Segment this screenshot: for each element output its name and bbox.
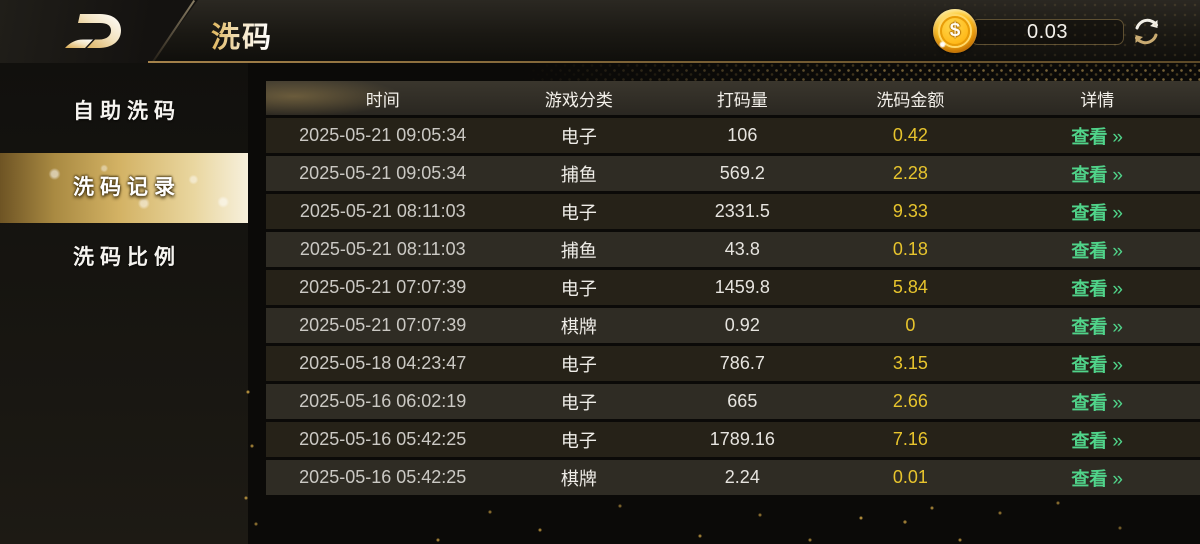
page-title: 洗码 bbox=[211, 14, 273, 56]
cell-category: 电子 bbox=[560, 354, 597, 375]
table-row: 2025-05-21 09:05:34 捕鱼 569.2 2.28 查看» bbox=[266, 156, 1200, 191]
table-row: 2025-05-16 05:42:25 棋牌 2.24 0.01 查看» bbox=[266, 460, 1200, 495]
gold-dot-texture bbox=[520, 64, 1200, 81]
double-chevron-icon: » bbox=[1112, 164, 1123, 186]
cell-time: 2025-05-18 04:23:47 bbox=[299, 353, 467, 373]
table-row: 2025-05-18 04:23:47 电子 786.7 3.15 查看» bbox=[266, 346, 1200, 381]
view-details-link[interactable]: 查看» bbox=[1071, 392, 1123, 414]
table-row: 2025-05-21 09:05:34 电子 106 0.42 查看» bbox=[266, 118, 1200, 153]
records-table: 时间 游戏分类 打码量 洗码金额 详情 2025-05-21 09:05:34 … bbox=[266, 81, 1200, 495]
cell-category: 电子 bbox=[560, 126, 597, 147]
col-header-amount: 洗码金额 bbox=[876, 90, 945, 110]
view-details-link[interactable]: 查看» bbox=[1071, 430, 1123, 452]
table-row: 2025-05-16 05:42:25 电子 1789.16 7.16 查看» bbox=[266, 422, 1200, 457]
cell-wager: 1789.16 bbox=[709, 429, 775, 449]
view-details-link[interactable]: 查看» bbox=[1071, 278, 1123, 300]
cell-time: 2025-05-21 08:11:03 bbox=[299, 239, 466, 259]
cell-time: 2025-05-21 08:11:03 bbox=[299, 201, 466, 221]
cell-category: 棋牌 bbox=[560, 316, 597, 337]
table-header-row: 时间 游戏分类 打码量 洗码金额 详情 bbox=[266, 81, 1200, 115]
view-details-link[interactable]: 查看» bbox=[1071, 354, 1123, 376]
cell-time: 2025-05-16 06:02:19 bbox=[299, 391, 467, 411]
cell-wager: 1459.8 bbox=[714, 277, 770, 297]
cell-amount: 3.15 bbox=[892, 353, 928, 373]
cell-time: 2025-05-16 05:42:25 bbox=[299, 467, 467, 487]
view-details-link[interactable]: 查看» bbox=[1071, 126, 1123, 148]
cell-amount: 0.42 bbox=[892, 125, 928, 145]
col-header-wager: 打码量 bbox=[716, 90, 768, 110]
cell-amount: 5.84 bbox=[892, 277, 928, 297]
double-chevron-icon: » bbox=[1112, 430, 1123, 452]
cell-wager: 665 bbox=[727, 391, 758, 411]
double-chevron-icon: » bbox=[1112, 468, 1123, 490]
app-logo-icon bbox=[65, 14, 121, 48]
table-row: 2025-05-21 07:07:39 棋牌 0.92 0 查看» bbox=[266, 308, 1200, 343]
sidebar: 自助洗码 洗码记录 洗码比例 bbox=[0, 63, 248, 544]
balance-field[interactable]: 0.03 bbox=[971, 19, 1124, 45]
double-chevron-icon: » bbox=[1112, 278, 1123, 300]
cell-category: 电子 bbox=[560, 430, 597, 451]
coin-sparkle bbox=[939, 41, 946, 48]
cell-wager: 0.92 bbox=[724, 315, 760, 335]
cell-amount: 2.28 bbox=[892, 163, 928, 183]
view-details-link[interactable]: 查看» bbox=[1071, 468, 1123, 490]
cell-amount: 0 bbox=[905, 315, 916, 335]
cell-wager: 569.2 bbox=[719, 163, 765, 183]
table-row: 2025-05-21 08:11:03 捕鱼 43.8 0.18 查看» bbox=[266, 232, 1200, 267]
col-header-detail: 详情 bbox=[1080, 90, 1115, 110]
cell-amount: 0.18 bbox=[892, 239, 928, 259]
sidebar-item-records[interactable]: 洗码记录 bbox=[0, 153, 248, 223]
cell-time: 2025-05-21 07:07:39 bbox=[299, 315, 467, 335]
view-details-link[interactable]: 查看» bbox=[1071, 164, 1123, 186]
sidebar-item-self-service[interactable]: 自助洗码 bbox=[73, 100, 181, 123]
cell-wager: 106 bbox=[727, 125, 758, 145]
balance-value: 0.03 bbox=[1027, 20, 1068, 43]
view-details-link[interactable]: 查看» bbox=[1071, 240, 1123, 262]
cell-category: 电子 bbox=[560, 202, 597, 223]
table-body: 2025-05-21 09:05:34 电子 106 0.42 查看» 2025… bbox=[266, 118, 1200, 495]
double-chevron-icon: » bbox=[1112, 392, 1123, 414]
cell-wager: 2.24 bbox=[724, 467, 760, 487]
double-chevron-icon: » bbox=[1112, 316, 1123, 338]
cell-time: 2025-05-21 07:07:39 bbox=[299, 277, 467, 297]
cell-amount: 2.66 bbox=[892, 391, 928, 411]
cell-amount: 0.01 bbox=[892, 467, 928, 487]
cell-time: 2025-05-21 09:05:34 bbox=[299, 163, 467, 183]
cell-wager: 2331.5 bbox=[714, 201, 770, 221]
double-chevron-icon: » bbox=[1112, 126, 1123, 148]
double-chevron-icon: » bbox=[1112, 354, 1123, 376]
cell-category: 电子 bbox=[560, 392, 597, 413]
cell-category: 捕鱼 bbox=[560, 164, 597, 185]
cell-category: 捕鱼 bbox=[560, 240, 597, 261]
cell-wager: 786.7 bbox=[719, 353, 765, 373]
col-header-category: 游戏分类 bbox=[544, 90, 613, 110]
double-chevron-icon: » bbox=[1112, 202, 1123, 224]
sidebar-item-ratio[interactable]: 洗码比例 bbox=[73, 246, 181, 269]
table-row: 2025-05-21 08:11:03 电子 2331.5 9.33 查看» bbox=[266, 194, 1200, 229]
header-gold-line bbox=[148, 61, 1200, 63]
table-row: 2025-05-21 07:07:39 电子 1459.8 5.84 查看» bbox=[266, 270, 1200, 305]
cell-category: 电子 bbox=[560, 278, 597, 299]
cell-category: 棋牌 bbox=[560, 468, 597, 489]
table-row: 2025-05-16 06:02:19 电子 665 2.66 查看» bbox=[266, 384, 1200, 419]
view-details-link[interactable]: 查看» bbox=[1071, 316, 1123, 338]
cell-amount: 7.16 bbox=[892, 429, 928, 449]
double-chevron-icon: » bbox=[1112, 240, 1123, 262]
refresh-icon[interactable] bbox=[1130, 15, 1163, 48]
cell-time: 2025-05-21 09:05:34 bbox=[299, 125, 467, 145]
coin-icon: $ bbox=[933, 9, 977, 53]
cell-wager: 43.8 bbox=[724, 239, 760, 259]
cell-time: 2025-05-16 05:42:25 bbox=[299, 429, 467, 449]
col-header-time: 时间 bbox=[365, 90, 400, 110]
view-details-link[interactable]: 查看» bbox=[1071, 202, 1123, 224]
app-header: 洗码 $ 0.03 bbox=[0, 0, 1200, 65]
cell-amount: 9.33 bbox=[892, 201, 928, 221]
